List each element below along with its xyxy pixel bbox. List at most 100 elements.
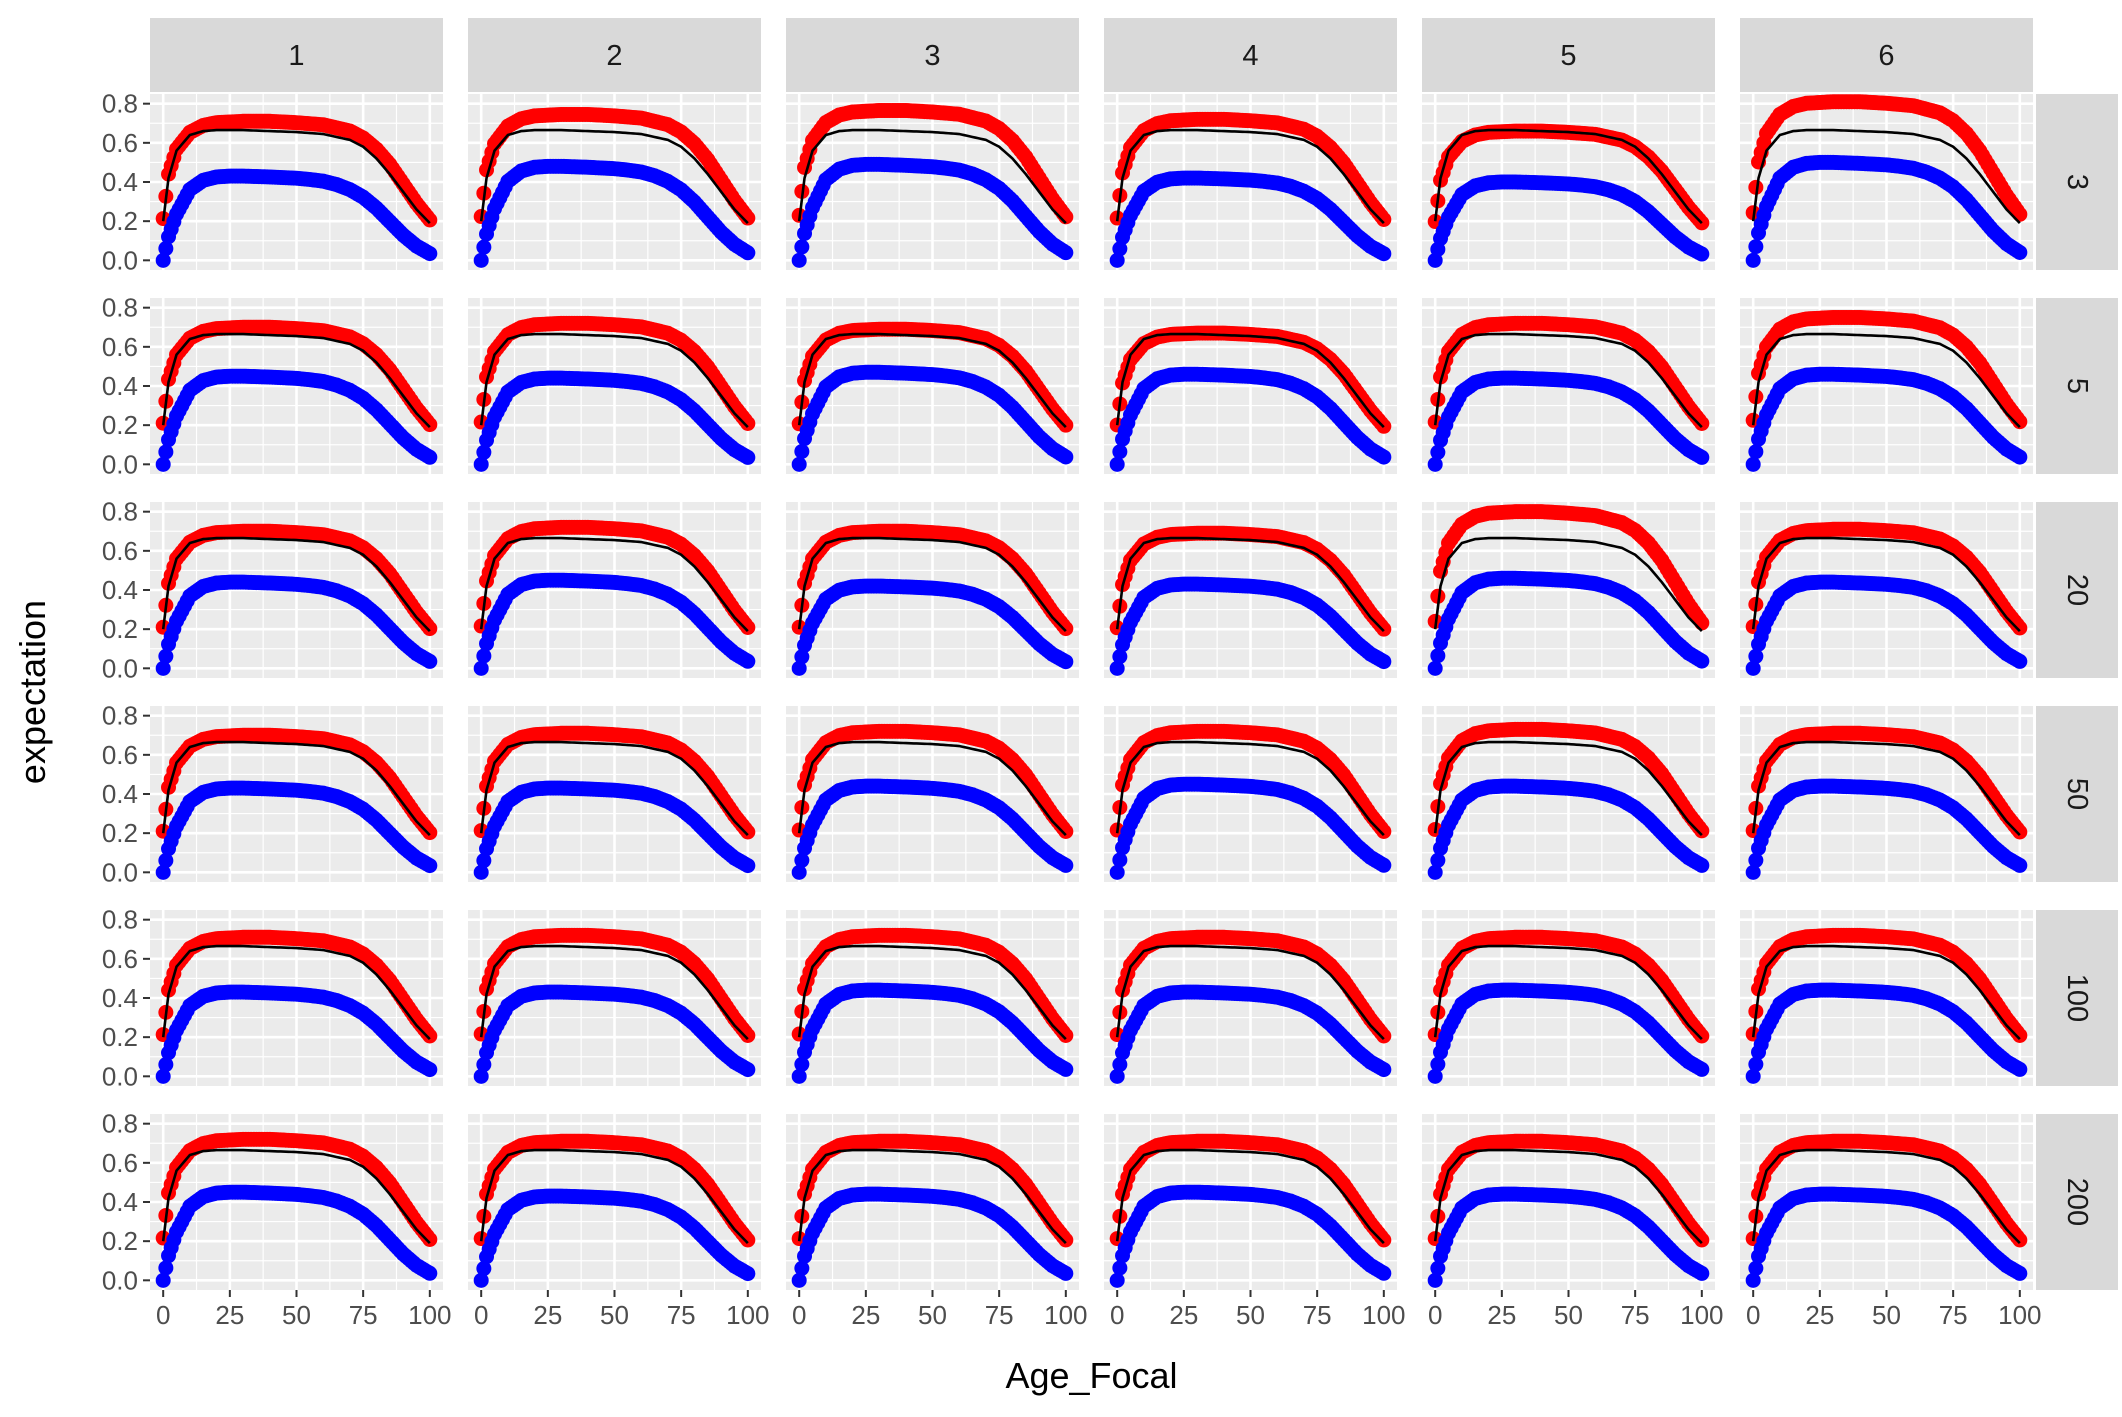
strip-col-bg <box>1740 18 2033 92</box>
strip-row-label: 5 <box>2061 378 2093 394</box>
panel-row5-col4 <box>1104 298 1397 474</box>
strip-col-label: 6 <box>1878 40 1894 72</box>
strip-col-1: 1 <box>150 18 443 92</box>
y-tick-label: 0.0 <box>102 245 138 275</box>
panel-row5-col1: 0.00.20.40.60.8 <box>102 293 443 479</box>
points-group <box>155 113 438 268</box>
lower-point <box>1109 864 1125 880</box>
strip-col-bg <box>1104 18 1397 92</box>
upper-point <box>1058 621 1074 637</box>
strip-row-50: 50 <box>2036 706 2118 882</box>
lower-point <box>422 858 438 874</box>
lower-point <box>794 443 810 459</box>
lower-point <box>1058 449 1074 465</box>
upper-point <box>2012 414 2028 430</box>
lower-point <box>1427 660 1443 676</box>
reference-line <box>797 332 1067 429</box>
panel-row3-col3 <box>786 94 1079 270</box>
y-tick-label: 0.6 <box>102 740 138 770</box>
lower-point <box>1427 456 1443 472</box>
points-group <box>473 106 756 268</box>
strip-row-200: 200 <box>2036 1114 2118 1290</box>
strip-row-3: 3 <box>2036 94 2118 270</box>
y-tick-label: 0.0 <box>102 449 138 479</box>
lower-point <box>1376 246 1392 262</box>
lower-point <box>1112 852 1128 868</box>
upper-point <box>422 825 438 841</box>
reference-line <box>161 332 431 429</box>
lower-point <box>476 648 492 664</box>
panel-row50-col4 <box>1104 706 1397 882</box>
panel-row20-col2 <box>468 502 761 678</box>
lower-point <box>155 456 171 472</box>
upper-point <box>1694 615 1710 631</box>
upper-point <box>1748 179 1764 195</box>
lower-point <box>1694 653 1710 669</box>
panel-row20-col6 <box>1740 502 2033 678</box>
y-tick-label: 0.2 <box>102 818 138 848</box>
panel-row5-col5 <box>1422 298 1715 474</box>
upper-point <box>1058 417 1074 433</box>
y-tick-label: 0.6 <box>102 332 138 362</box>
y-tick-label: 0.2 <box>102 614 138 644</box>
y-tick-label: 0.8 <box>102 89 138 119</box>
lower-point <box>1058 857 1074 873</box>
y-tick-label: 0.8 <box>102 293 138 323</box>
strip-col-2: 2 <box>468 18 761 92</box>
lower-point <box>1109 456 1125 472</box>
upper-point <box>422 621 438 637</box>
strip-row-bg <box>2036 1114 2118 1290</box>
points-group <box>1109 111 1392 268</box>
y-tick-label: 0.4 <box>102 167 138 197</box>
points-group <box>791 103 1074 268</box>
lower-point <box>1112 241 1128 257</box>
lower-point <box>794 239 810 255</box>
panel-row50-col3 <box>786 706 1079 882</box>
lower-point <box>422 246 438 262</box>
panel-row50-col2 <box>468 706 761 882</box>
lower-point <box>473 252 489 268</box>
upper-point <box>422 417 438 433</box>
strip-col-label: 4 <box>1242 40 1258 72</box>
points-group <box>155 319 438 472</box>
strip-row-label: 3 <box>2061 174 2093 190</box>
reference-line <box>1115 332 1385 429</box>
lower-point <box>740 449 756 465</box>
upper-point <box>2012 620 2028 636</box>
reference-line <box>1433 128 1703 225</box>
y-tick-label: 0.2 <box>102 206 138 236</box>
strip-row-20: 20 <box>2036 502 2118 678</box>
panel-row3-col2 <box>468 94 761 270</box>
upper-point <box>740 415 756 431</box>
strip-row-label: 100 <box>2061 974 2093 1022</box>
y-tick-label: 0.4 <box>102 371 138 401</box>
upper-point <box>740 824 756 840</box>
lower-point <box>1376 654 1392 670</box>
panel-row20-col3 <box>786 502 1079 678</box>
reference-line <box>1433 332 1703 429</box>
y-tick-label: 0.6 <box>102 128 138 158</box>
strip-row-label: 200 <box>2061 1178 2093 1226</box>
lower-point <box>155 252 171 268</box>
lower-point <box>2012 244 2028 260</box>
lower-point <box>422 449 438 465</box>
y-tick-label: 0.8 <box>102 701 138 731</box>
panel-row3-col4 <box>1104 94 1397 270</box>
lower-point <box>791 456 807 472</box>
lower-point <box>1694 449 1710 465</box>
lower-point <box>476 239 492 255</box>
strip-row-bg <box>2036 298 2118 474</box>
lower-point <box>740 245 756 261</box>
strip-col-label: 2 <box>606 40 622 72</box>
strip-row-bg <box>2036 910 2118 1086</box>
strip-row-bg <box>2036 706 2118 882</box>
reference-line <box>479 128 749 225</box>
lower-point <box>1748 239 1764 255</box>
strip-row-label: 50 <box>2061 778 2093 810</box>
lower-point <box>2012 653 2028 669</box>
panel-row5-col3 <box>786 298 1079 474</box>
panel-row3-col6 <box>1740 94 2033 270</box>
panel-row50-col1: 0.00.20.40.60.8 <box>102 701 443 887</box>
